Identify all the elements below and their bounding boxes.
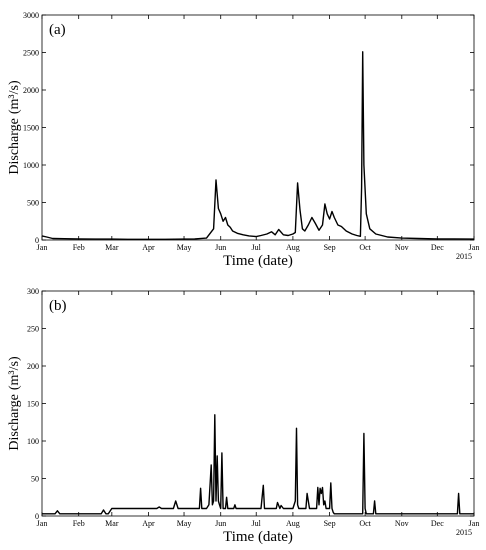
x-tick-label: Mar (105, 243, 119, 252)
y-tick-label: 2000 (23, 86, 39, 95)
x-tick-label: Apr (142, 243, 155, 252)
x-tick-label: Jan (37, 519, 48, 528)
chart-panel-a: 0 500 1000 1500 2000 2500 3000 Jan Feb Mar Apr May J… (7, 11, 479, 269)
x-tick-label: Aug (286, 243, 300, 252)
y-axis-unit: (m³/s) (7, 80, 22, 114)
y-tick-label: 250 (27, 325, 39, 334)
y-tick-label: 1000 (23, 161, 39, 170)
x-tick-label: Jun (215, 243, 226, 252)
y-tick-label: 200 (27, 362, 39, 371)
x-tick-label: May (177, 519, 192, 528)
y-axis-label: Discharge (m³/s) (7, 356, 22, 451)
y-axis-label: Discharge (m³/s) (7, 80, 22, 175)
x-tick-label: Dec (431, 243, 444, 252)
plot-frame-a (41, 14, 475, 241)
x-tick-label: Oct (359, 243, 371, 252)
x-tick-label: Jan (37, 243, 48, 252)
x-tick-label: Nov (395, 519, 409, 528)
y-tick-label: 0 (35, 236, 39, 245)
x-tick-label: Feb (73, 243, 85, 252)
y-tick-label: 2500 (23, 49, 39, 58)
chart-panel-b: 0 50 100 150 200 250 300 Jan Feb Mar Apr May Jun Jul A… (7, 287, 479, 545)
panel-label: (b) (49, 298, 67, 314)
panel-label: (a) (49, 22, 66, 38)
year-label: 2015 (456, 528, 472, 537)
y-tick-label: 100 (27, 437, 39, 446)
y-axis-label-text: Discharge (7, 118, 22, 175)
y-tick-label: 0 (35, 512, 39, 521)
discharge-series-line-b (42, 414, 474, 515)
x-tick-label: Dec (431, 519, 444, 528)
x-tick-label: Nov (395, 243, 409, 252)
x-tick-label: Oct (359, 519, 371, 528)
y-axis-label-text: Discharge (7, 394, 22, 451)
x-tick-label: Jun (215, 519, 226, 528)
year-label: 2015 (456, 252, 472, 261)
x-tick-label: Mar (105, 519, 119, 528)
y-tick-label: 500 (27, 199, 39, 208)
y-axis-unit: (m³/s) (7, 356, 22, 390)
y-tick-label: 300 (27, 287, 39, 296)
y-tick-label: 1500 (23, 124, 39, 133)
x-tick-label: Sep (324, 243, 336, 252)
x-axis-label: Time (date) (223, 253, 293, 269)
x-tick-label: Sep (324, 519, 336, 528)
x-tick-label: Aug (286, 519, 300, 528)
x-tick-label: Feb (73, 519, 85, 528)
x-tick-label: Jul (252, 243, 262, 252)
plot-frame-b (41, 290, 475, 517)
x-tick-label: Apr (142, 519, 155, 528)
y-tick-label: 150 (27, 400, 39, 409)
x-tick-label: May (177, 243, 192, 252)
y-tick-label: 50 (31, 475, 39, 484)
y-tick-label: 3000 (23, 11, 39, 20)
x-tick-label: Jul (252, 519, 262, 528)
x-axis-label: Time (date) (223, 529, 293, 545)
x-tick-label: Jan (469, 519, 480, 528)
x-tick-label: Jan (469, 243, 480, 252)
discharge-series-line-a (41, 51, 475, 241)
